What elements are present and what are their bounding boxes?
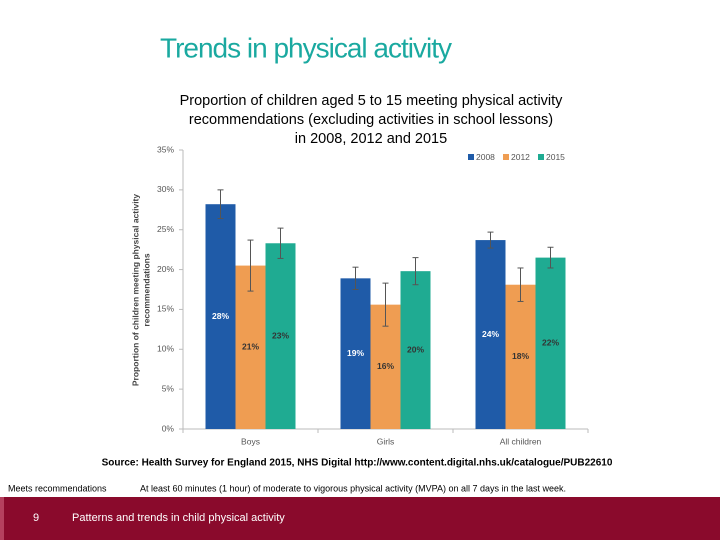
source: Source: Health Survey for England 2015, … — [102, 458, 613, 469]
legend-swatch — [468, 154, 474, 160]
bar — [400, 271, 431, 429]
data-label: 21% — [242, 342, 259, 352]
data-label: 28% — [212, 311, 229, 321]
error-bar — [382, 282, 389, 327]
bar — [265, 243, 296, 429]
error-bar — [247, 239, 254, 292]
bar — [340, 278, 371, 429]
error-bar — [487, 231, 494, 249]
bar — [205, 204, 236, 429]
footer-accent — [0, 497, 4, 540]
data-label: 24% — [482, 329, 499, 339]
definition-term: Meets recommendations — [8, 483, 107, 493]
error-bar — [217, 189, 224, 220]
x-tick-label: Girls — [377, 436, 394, 446]
y-tick-label: 5% — [162, 383, 175, 393]
data-label: 20% — [407, 344, 424, 354]
error-bar — [412, 257, 419, 286]
data-label: 16% — [377, 361, 394, 371]
data-label: 23% — [272, 330, 289, 340]
y-tick-label: 25% — [157, 224, 174, 234]
error-bar — [352, 266, 359, 290]
error-bar — [547, 246, 554, 269]
y-tick-label: 20% — [157, 264, 174, 274]
legend-label: 2008 — [476, 152, 495, 162]
footer-text: Patterns and trends in child physical ac… — [72, 512, 285, 524]
chart-title: in 2008, 2012 and 2015 — [295, 131, 447, 147]
slide-title: Trends in physical activity — [160, 32, 452, 63]
y-tick-label: 15% — [157, 304, 174, 314]
legend-label: 2012 — [511, 152, 530, 162]
y-axis-label: recommendations — [141, 253, 151, 326]
bar — [505, 284, 536, 429]
y-tick-label: 10% — [157, 344, 174, 354]
data-label: 18% — [512, 351, 529, 361]
y-axis-label: Proportion of children meeting physical … — [130, 194, 140, 387]
error-bar — [517, 267, 524, 302]
y-tick-label: 0% — [162, 423, 175, 433]
legend-swatch — [503, 154, 509, 160]
y-tick-label: 30% — [157, 184, 174, 194]
bar — [235, 265, 266, 429]
legend-label: 2015 — [546, 152, 565, 162]
y-tick-label: 35% — [157, 144, 174, 154]
data-label: 19% — [347, 348, 364, 358]
definition-text: At least 60 minutes (1 hour) of moderate… — [140, 483, 566, 493]
data-label: 22% — [542, 338, 559, 348]
page-number: 9 — [33, 512, 39, 524]
legend-swatch — [538, 154, 544, 160]
x-tick-label: Boys — [241, 436, 260, 446]
bar — [475, 240, 506, 429]
error-bar — [277, 227, 284, 259]
footer-bar — [0, 497, 720, 540]
chart-title: recommendations (excluding activities in… — [189, 112, 553, 128]
bar — [535, 257, 566, 429]
x-tick-label: All children — [500, 436, 542, 446]
chart-title: Proportion of children aged 5 to 15 meet… — [180, 93, 564, 109]
